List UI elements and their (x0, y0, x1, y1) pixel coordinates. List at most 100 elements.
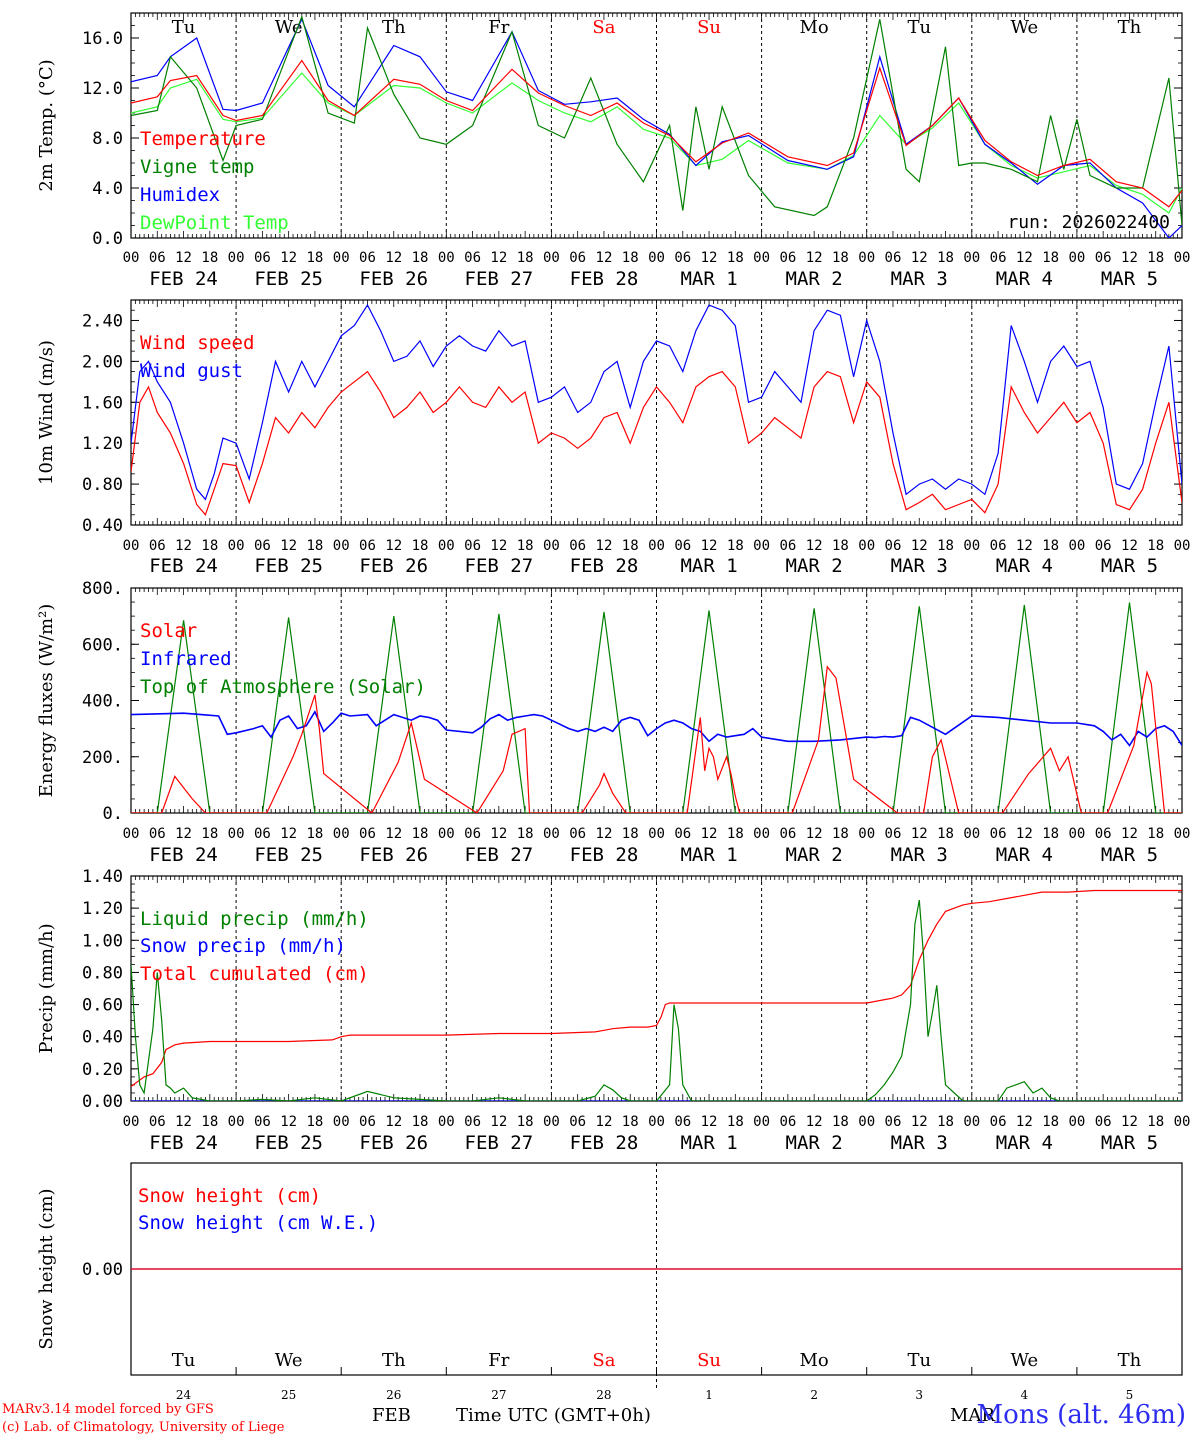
date-label: FEB 24 (149, 844, 218, 866)
hour-tick-label: 18 (1147, 538, 1164, 554)
hour-tick-label: 12 (596, 826, 613, 842)
day-number-label: 28 (596, 1388, 611, 1402)
hour-tick-label: 12 (385, 250, 402, 266)
legend-entry: Humidex (140, 184, 220, 206)
legend-entry: Top of Atmosphere (Solar) (140, 676, 426, 698)
hour-tick-label: 18 (832, 826, 849, 842)
hour-tick-label: 18 (832, 538, 849, 554)
hour-tick-label: 18 (517, 538, 534, 554)
hour-tick-label: 18 (727, 250, 744, 266)
date-label: MAR 2 (786, 844, 843, 866)
date-label: FEB 25 (254, 1132, 323, 1154)
hour-tick-label: 18 (832, 1114, 849, 1130)
day-number-label: 2 (810, 1388, 818, 1402)
hour-tick-label: 12 (175, 250, 192, 266)
hour-tick-label: 00 (333, 1114, 350, 1130)
day-number-label: 26 (386, 1388, 401, 1402)
hour-tick-label: 00 (858, 250, 875, 266)
hour-tick-label: 06 (990, 538, 1007, 554)
hour-tick-label: 06 (990, 1114, 1007, 1130)
hour-tick-label: 00 (543, 538, 560, 554)
panel-3: 0. 200. 400. 600. 800. Energy fluxes (W/m²) 00… (36, 579, 1190, 866)
y-axis-label: 10m Wind (m/s) (36, 340, 57, 485)
legend-entry: Snow height (cm W.E.) (138, 1212, 378, 1234)
hour-tick-label: 18 (517, 826, 534, 842)
y-axis-label: Precip (mm/h) (36, 923, 57, 1053)
weekday-label: Mo (800, 1350, 829, 1371)
legend-entry: Temperature (140, 128, 266, 150)
weekday-label: Th (1118, 17, 1142, 38)
hour-tick-label: 00 (333, 250, 350, 266)
hour-tick-label: 06 (464, 538, 481, 554)
date-label: MAR 2 (786, 268, 843, 290)
hour-tick-label: 12 (490, 826, 507, 842)
y-tick-label: 0.80 (82, 475, 123, 495)
hour-tick-label: 06 (885, 538, 902, 554)
hour-tick-label: 12 (280, 1114, 297, 1130)
hour-tick-label: 12 (911, 1114, 928, 1130)
hour-tick-label: 00 (1068, 826, 1085, 842)
hour-tick-label: 00 (438, 538, 455, 554)
weekday-label: Sa (592, 1350, 615, 1371)
hour-tick-label: 18 (306, 250, 323, 266)
panel-2: 0.40 0.80 1.20 1.60 2.00 2.40 10m Wind (m/s) 00… (36, 299, 1190, 577)
hour-tick-label: 18 (727, 538, 744, 554)
weekday-label: Th (382, 17, 406, 38)
weekday-label: Fr (488, 17, 509, 38)
series-line-infrared (131, 710, 1182, 747)
hour-tick-label: 00 (228, 1114, 245, 1130)
y-tick-label: 1.40 (82, 867, 123, 887)
date-label: MAR 3 (891, 844, 948, 866)
series-line-wind-gust (131, 303, 1182, 501)
hour-tick-label: 18 (937, 250, 954, 266)
y-tick-label: 1.00 (82, 931, 123, 951)
y-tick-label: 2.00 (82, 352, 123, 372)
hour-tick-label: 06 (779, 538, 796, 554)
hour-tick-label: 18 (517, 1114, 534, 1130)
hour-tick-label: 06 (359, 250, 376, 266)
date-label: MAR 4 (996, 844, 1053, 866)
legend-entry: Total cumulated (cm) (140, 963, 369, 985)
y-axis-label: Energy fluxes (W/m²) (36, 604, 57, 798)
hour-tick-label: 06 (674, 538, 691, 554)
y-tick-label: 400. (82, 692, 123, 712)
date-label: FEB 26 (359, 844, 428, 866)
hour-tick-label: 12 (1121, 538, 1138, 554)
weekday-label: Th (1118, 1350, 1142, 1371)
hour-tick-label: 12 (490, 1114, 507, 1130)
hour-tick-label: 12 (385, 1114, 402, 1130)
series-line-vigne-temp (131, 14, 1182, 226)
y-tick-label: 8.0 (92, 129, 123, 149)
hour-tick-label: 00 (333, 538, 350, 554)
y-tick-label: 12.0 (82, 79, 123, 99)
y-tick-label: 200. (82, 748, 123, 768)
hour-tick-label: 06 (464, 1114, 481, 1130)
hour-tick-label: 06 (674, 250, 691, 266)
series-line-solar (131, 665, 1182, 813)
hour-tick-label: 18 (306, 826, 323, 842)
date-label: FEB 28 (570, 1132, 639, 1154)
y-tick-label: 600. (82, 635, 123, 655)
y-tick-label: 0.0 (92, 229, 123, 249)
hour-tick-label: 12 (806, 1114, 823, 1130)
hour-tick-label: 00 (648, 826, 665, 842)
weekday-label: Su (697, 17, 721, 38)
date-label: FEB 25 (254, 268, 323, 290)
date-label: FEB 27 (465, 844, 534, 866)
hour-tick-label: 06 (464, 826, 481, 842)
hour-tick-label: 18 (1042, 826, 1059, 842)
hour-tick-label: 12 (1016, 538, 1033, 554)
month-mar-label: MAR (950, 1405, 995, 1426)
hour-tick-label: 12 (911, 538, 928, 554)
legend-entry: Wind gust (140, 360, 243, 382)
y-tick-label: 16.0 (82, 29, 123, 49)
hour-tick-label: 00 (1068, 1114, 1085, 1130)
weekday-label: Tu (907, 1350, 931, 1371)
day-number-label: 1 (705, 1388, 713, 1402)
date-label: MAR 2 (786, 1132, 843, 1154)
hour-tick-label: 18 (412, 538, 429, 554)
weekday-label: Mo (800, 17, 829, 38)
y-tick-label: 1.60 (82, 393, 123, 413)
y-axis-label: Snow height (cm) (36, 1188, 57, 1349)
